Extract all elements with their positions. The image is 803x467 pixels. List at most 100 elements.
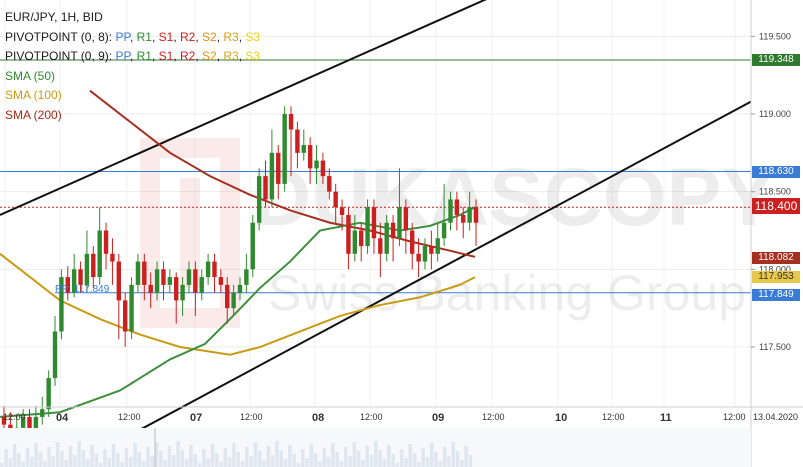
candle-body: [346, 214, 351, 254]
candle-body: [288, 114, 294, 130]
candle-body: [225, 284, 230, 309]
x-tick-label: 12:00: [118, 412, 141, 422]
volume-bar: [64, 460, 68, 467]
volume-bar: [348, 456, 352, 467]
volume-bar: [17, 453, 21, 467]
legend-sma200[interactable]: SMA (200): [5, 107, 62, 122]
candle-body: [237, 284, 243, 293]
volume-bar: [421, 448, 425, 467]
y-tick-label: 117.500: [759, 342, 791, 352]
x-tick-label: 12:00: [602, 412, 625, 422]
volume-bar: [245, 447, 249, 467]
volume-bar: [270, 455, 275, 467]
legend-sma50[interactable]: SMA (50): [5, 68, 56, 83]
x-tick-label: 08: [312, 412, 324, 424]
candle-body: [199, 277, 204, 293]
candle-body: [282, 114, 287, 184]
legend-pivot-1[interactable]: PIVOTPOINT (0, 8): PP, R1, S1, R2, S2, R…: [5, 29, 261, 44]
candle-body: [161, 269, 166, 285]
volume-bar: [180, 450, 185, 467]
volume-bar: [90, 445, 94, 467]
candle-body: [33, 416, 39, 430]
candle-body: [269, 152, 275, 200]
candle-body: [441, 222, 447, 239]
x-tick-label: 04: [56, 412, 69, 424]
volume-bar: [313, 453, 318, 467]
channel-lower-line: [134, 100, 752, 434]
volume-bar: [129, 457, 133, 467]
candle-body: [27, 416, 32, 430]
trend-channel: [0, 0, 752, 434]
volume-bar: [163, 460, 167, 467]
volume-bar: [391, 454, 395, 467]
volume-bar: [167, 446, 172, 467]
volume-bar: [219, 462, 223, 467]
y-tick-label: 119.000: [759, 109, 791, 119]
candle-body: [205, 261, 211, 278]
candle-body: [180, 284, 185, 301]
candle-body: [435, 238, 440, 254]
volume-bar: [262, 460, 266, 467]
candle-body: [339, 207, 345, 215]
x-tick-label: 12:00: [3, 412, 26, 422]
volume-bar: [120, 462, 124, 467]
volume-bar: [51, 456, 56, 467]
volume-bar: [296, 463, 301, 467]
candle-body: [129, 284, 134, 332]
y-tick-label: 118.000: [759, 264, 791, 274]
volume-bar: [258, 451, 262, 467]
candle-body: [103, 230, 109, 254]
volume-bar: [227, 457, 232, 467]
volume-bar: [146, 447, 150, 467]
volume-bar: [369, 455, 374, 467]
volume-bar: [21, 462, 25, 467]
volume-bar: [43, 461, 47, 467]
x-tick-label: 12:00: [723, 412, 746, 422]
volume-bar: [442, 447, 447, 467]
y-tick-label: 118.500: [759, 187, 791, 197]
volume-bar: [275, 441, 279, 467]
volume-bar: [98, 463, 103, 467]
volume-bar: [34, 443, 38, 467]
volume-bar: [464, 446, 468, 467]
candle-body: [403, 207, 409, 231]
legend-title: EUR/JPY, 1H, BID: [5, 10, 103, 24]
volume-bar: [73, 455, 77, 467]
volume-bar: [417, 462, 421, 467]
candle-body: [461, 214, 466, 223]
candle-body: [390, 222, 396, 239]
volume-bar: [193, 454, 197, 467]
volume-bar: [137, 452, 142, 467]
x-tick-label: 12:00: [240, 412, 263, 422]
candle-body: [250, 222, 255, 270]
volume-strip: [0, 428, 751, 467]
volume-bar: [279, 450, 283, 467]
volume-bar: [116, 453, 120, 467]
volume-bar: [425, 457, 430, 467]
sma50-line: [0, 206, 476, 418]
candle-body: [333, 191, 338, 208]
volume-bar: [292, 454, 296, 467]
volume-bar: [124, 448, 129, 467]
volume-bar: [240, 461, 245, 467]
volume-bar: [172, 455, 176, 467]
volume-bar: [25, 448, 30, 467]
x-tick-label: 10: [555, 412, 567, 424]
candle-body: [454, 199, 460, 215]
legend-pivot-2[interactable]: PIVOTPOINT (0, 9): PP, R1, S1, R2, S2, R…: [5, 49, 261, 64]
volume-bar: [382, 459, 387, 467]
volume-bar: [387, 445, 391, 467]
volume-bar: [94, 454, 99, 467]
candle-body: [59, 277, 64, 332]
volume-bar: [154, 442, 159, 467]
candle-body: [174, 277, 179, 301]
volume-bar: [412, 453, 417, 467]
candle-body: [84, 253, 90, 285]
x-tick-label: 12:00: [482, 412, 505, 422]
volume-bar: [253, 442, 258, 467]
sma100-line: [0, 253, 476, 356]
legend-sma100[interactable]: SMA (100): [5, 88, 62, 103]
candle-body: [148, 284, 153, 293]
volume-bar: [339, 461, 344, 467]
